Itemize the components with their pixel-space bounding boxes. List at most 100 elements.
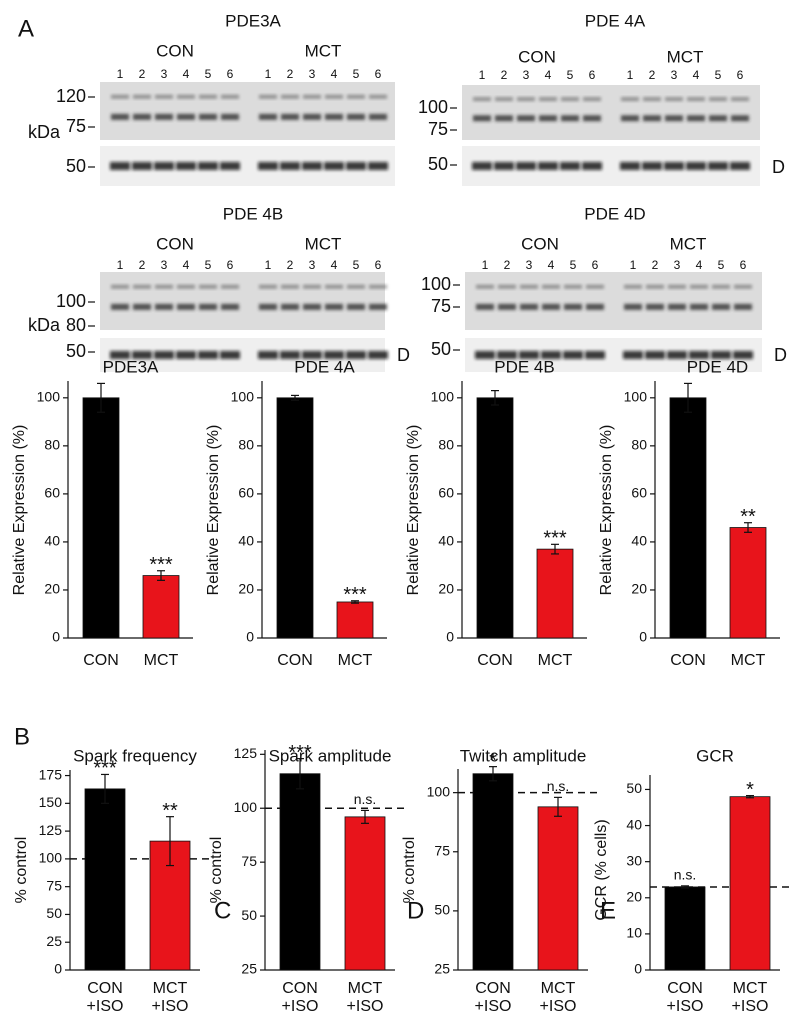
lane-label: 6 (375, 258, 382, 272)
band (177, 303, 195, 310)
y-axis-label: Relative Expression (%) (11, 425, 28, 596)
band (221, 303, 239, 310)
loading-band (198, 162, 218, 170)
band (690, 284, 708, 289)
band (133, 284, 151, 289)
lane-label: 3 (161, 258, 168, 272)
x-tick-label: CON (277, 652, 313, 669)
y-axis-label: % control (401, 837, 418, 904)
loading-band (176, 162, 196, 170)
y-tick-label: 75 (434, 842, 450, 858)
band (111, 303, 129, 310)
band (325, 284, 343, 289)
loading-band (154, 162, 174, 170)
band (199, 113, 217, 120)
y-tick-label: 0 (246, 629, 254, 645)
band (199, 284, 217, 289)
loading-band (346, 162, 366, 170)
band (177, 284, 195, 289)
band (476, 284, 494, 289)
band (520, 284, 538, 289)
lane-label: 1 (630, 258, 637, 272)
y-tick-label: 50 (46, 905, 62, 921)
y-tick-label: 0 (52, 629, 60, 645)
loading-band (541, 351, 561, 359)
group-label: CON (156, 234, 194, 253)
loading-band (258, 351, 278, 359)
lane-label: 1 (265, 258, 272, 272)
lane-label: 3 (526, 258, 533, 272)
bar (669, 397, 707, 639)
kda-unit: kDa (28, 122, 61, 142)
loading-band (368, 351, 388, 359)
y-tick-label: 20 (44, 581, 60, 597)
loading-band (585, 351, 605, 359)
loading-band (730, 162, 750, 170)
lane-label: 1 (627, 68, 634, 82)
y-tick-label: 100 (431, 389, 455, 405)
significance-label: n.s. (547, 778, 570, 794)
kda-marker: 50 (66, 341, 86, 361)
band (624, 303, 642, 310)
x-tick-label: CON +ISO (86, 980, 124, 1015)
significance-label: *** (288, 742, 312, 764)
lane-label: 6 (740, 258, 747, 272)
bar (82, 397, 120, 639)
lane-label: 4 (545, 68, 552, 82)
loading-band (519, 351, 539, 359)
band (177, 113, 195, 120)
band (498, 284, 516, 289)
lane-label: 4 (548, 258, 555, 272)
bar (336, 601, 374, 639)
band (473, 97, 491, 102)
lane-label: 4 (696, 258, 703, 272)
y-tick-label: 30 (626, 852, 642, 868)
band (473, 115, 491, 122)
group-label: MCT (667, 47, 704, 66)
lane-label: 5 (353, 67, 360, 81)
loading-band (582, 162, 602, 170)
y-tick-label: 125 (234, 745, 258, 761)
loading-band (497, 351, 517, 359)
loading-band (346, 351, 366, 359)
chart-title: Spark amplitude (269, 746, 392, 765)
blot-title: PDE 4D (584, 204, 645, 223)
lane-label: 1 (479, 68, 486, 82)
band (709, 115, 727, 122)
band (476, 303, 494, 310)
bar (344, 816, 386, 971)
band (621, 115, 639, 122)
loading-band (563, 351, 583, 359)
y-tick-label: 60 (238, 485, 254, 501)
kda-marker: 100 (421, 274, 451, 294)
x-tick-label: MCT (337, 652, 373, 669)
y-tick-label: 100 (39, 850, 63, 866)
y-tick-label: 100 (624, 389, 648, 405)
y-axis-label: Relative Expression (%) (405, 425, 422, 596)
lane-label: 1 (117, 67, 124, 81)
loading-band (132, 351, 152, 359)
band (347, 94, 365, 99)
blot-title: PDE 4A (585, 11, 646, 30)
band (517, 97, 535, 102)
y-tick-label: 0 (639, 629, 647, 645)
significance-label: ** (162, 800, 178, 822)
lane-label: 1 (265, 67, 272, 81)
lane-label: 5 (353, 258, 360, 272)
y-tick-label: 175 (39, 766, 63, 782)
significance-label: * (746, 779, 754, 801)
group-label: CON (156, 41, 194, 60)
band (734, 284, 752, 289)
band (583, 97, 601, 102)
band (665, 97, 683, 102)
y-tick-label: 150 (39, 794, 63, 810)
band (539, 115, 557, 122)
y-axis-label: GCR (% cells) (593, 819, 610, 920)
x-tick-label: CON (477, 652, 513, 669)
x-tick-label: MCT (143, 652, 179, 669)
band (621, 97, 639, 102)
band (303, 94, 321, 99)
band (325, 113, 343, 120)
lane-label: 2 (649, 68, 656, 82)
y-tick-label: 20 (438, 581, 454, 597)
